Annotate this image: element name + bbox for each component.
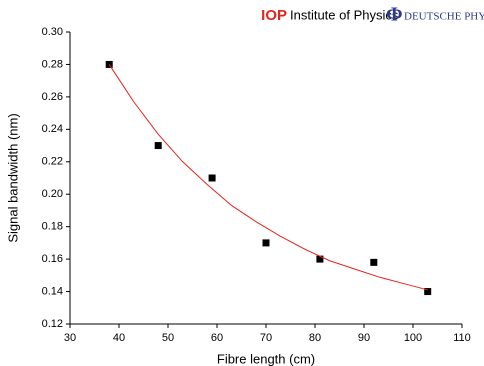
y-tick-label: 0.30 [42,26,63,38]
x-tick-label: 40 [113,332,125,344]
dpg-symbol: Φ [386,4,403,26]
data-point [370,258,378,266]
data-point [316,255,324,263]
x-tick-label: 100 [404,332,422,344]
y-tick-label: 0.12 [42,318,63,330]
y-tick-label: 0.22 [42,156,63,168]
y-tick-label: 0.14 [42,285,63,297]
data-point [208,174,216,182]
x-tick-label: 70 [260,332,272,344]
y-tick-label: 0.26 [42,91,63,103]
iop-name: Institute of Physics [290,7,399,22]
y-tick-label: 0.16 [42,253,63,265]
data-point [154,142,162,150]
y-tick-label: 0.28 [42,58,63,70]
data-point [424,288,432,296]
y-tick-label: 0.24 [42,123,63,135]
fit-line [108,64,428,291]
x-tick-label: 30 [64,332,76,344]
x-tick-label: 90 [358,332,370,344]
y-tick-label: 0.18 [42,221,63,233]
x-tick-label: 80 [309,332,321,344]
data-point [262,239,270,247]
y-tick-label: 0.20 [42,188,63,200]
x-tick-label: 110 [453,332,471,344]
y-axis-label: Signal bandwidth (nm) [5,113,20,242]
dpg-name: DEUTSCHE PHYSIKALISCHE G [404,11,484,23]
x-tick-label: 60 [211,332,223,344]
x-tick-label: 50 [162,332,174,344]
x-axis-label: Fibre length (cm) [217,351,315,366]
iop-logo: IOP [261,7,287,24]
